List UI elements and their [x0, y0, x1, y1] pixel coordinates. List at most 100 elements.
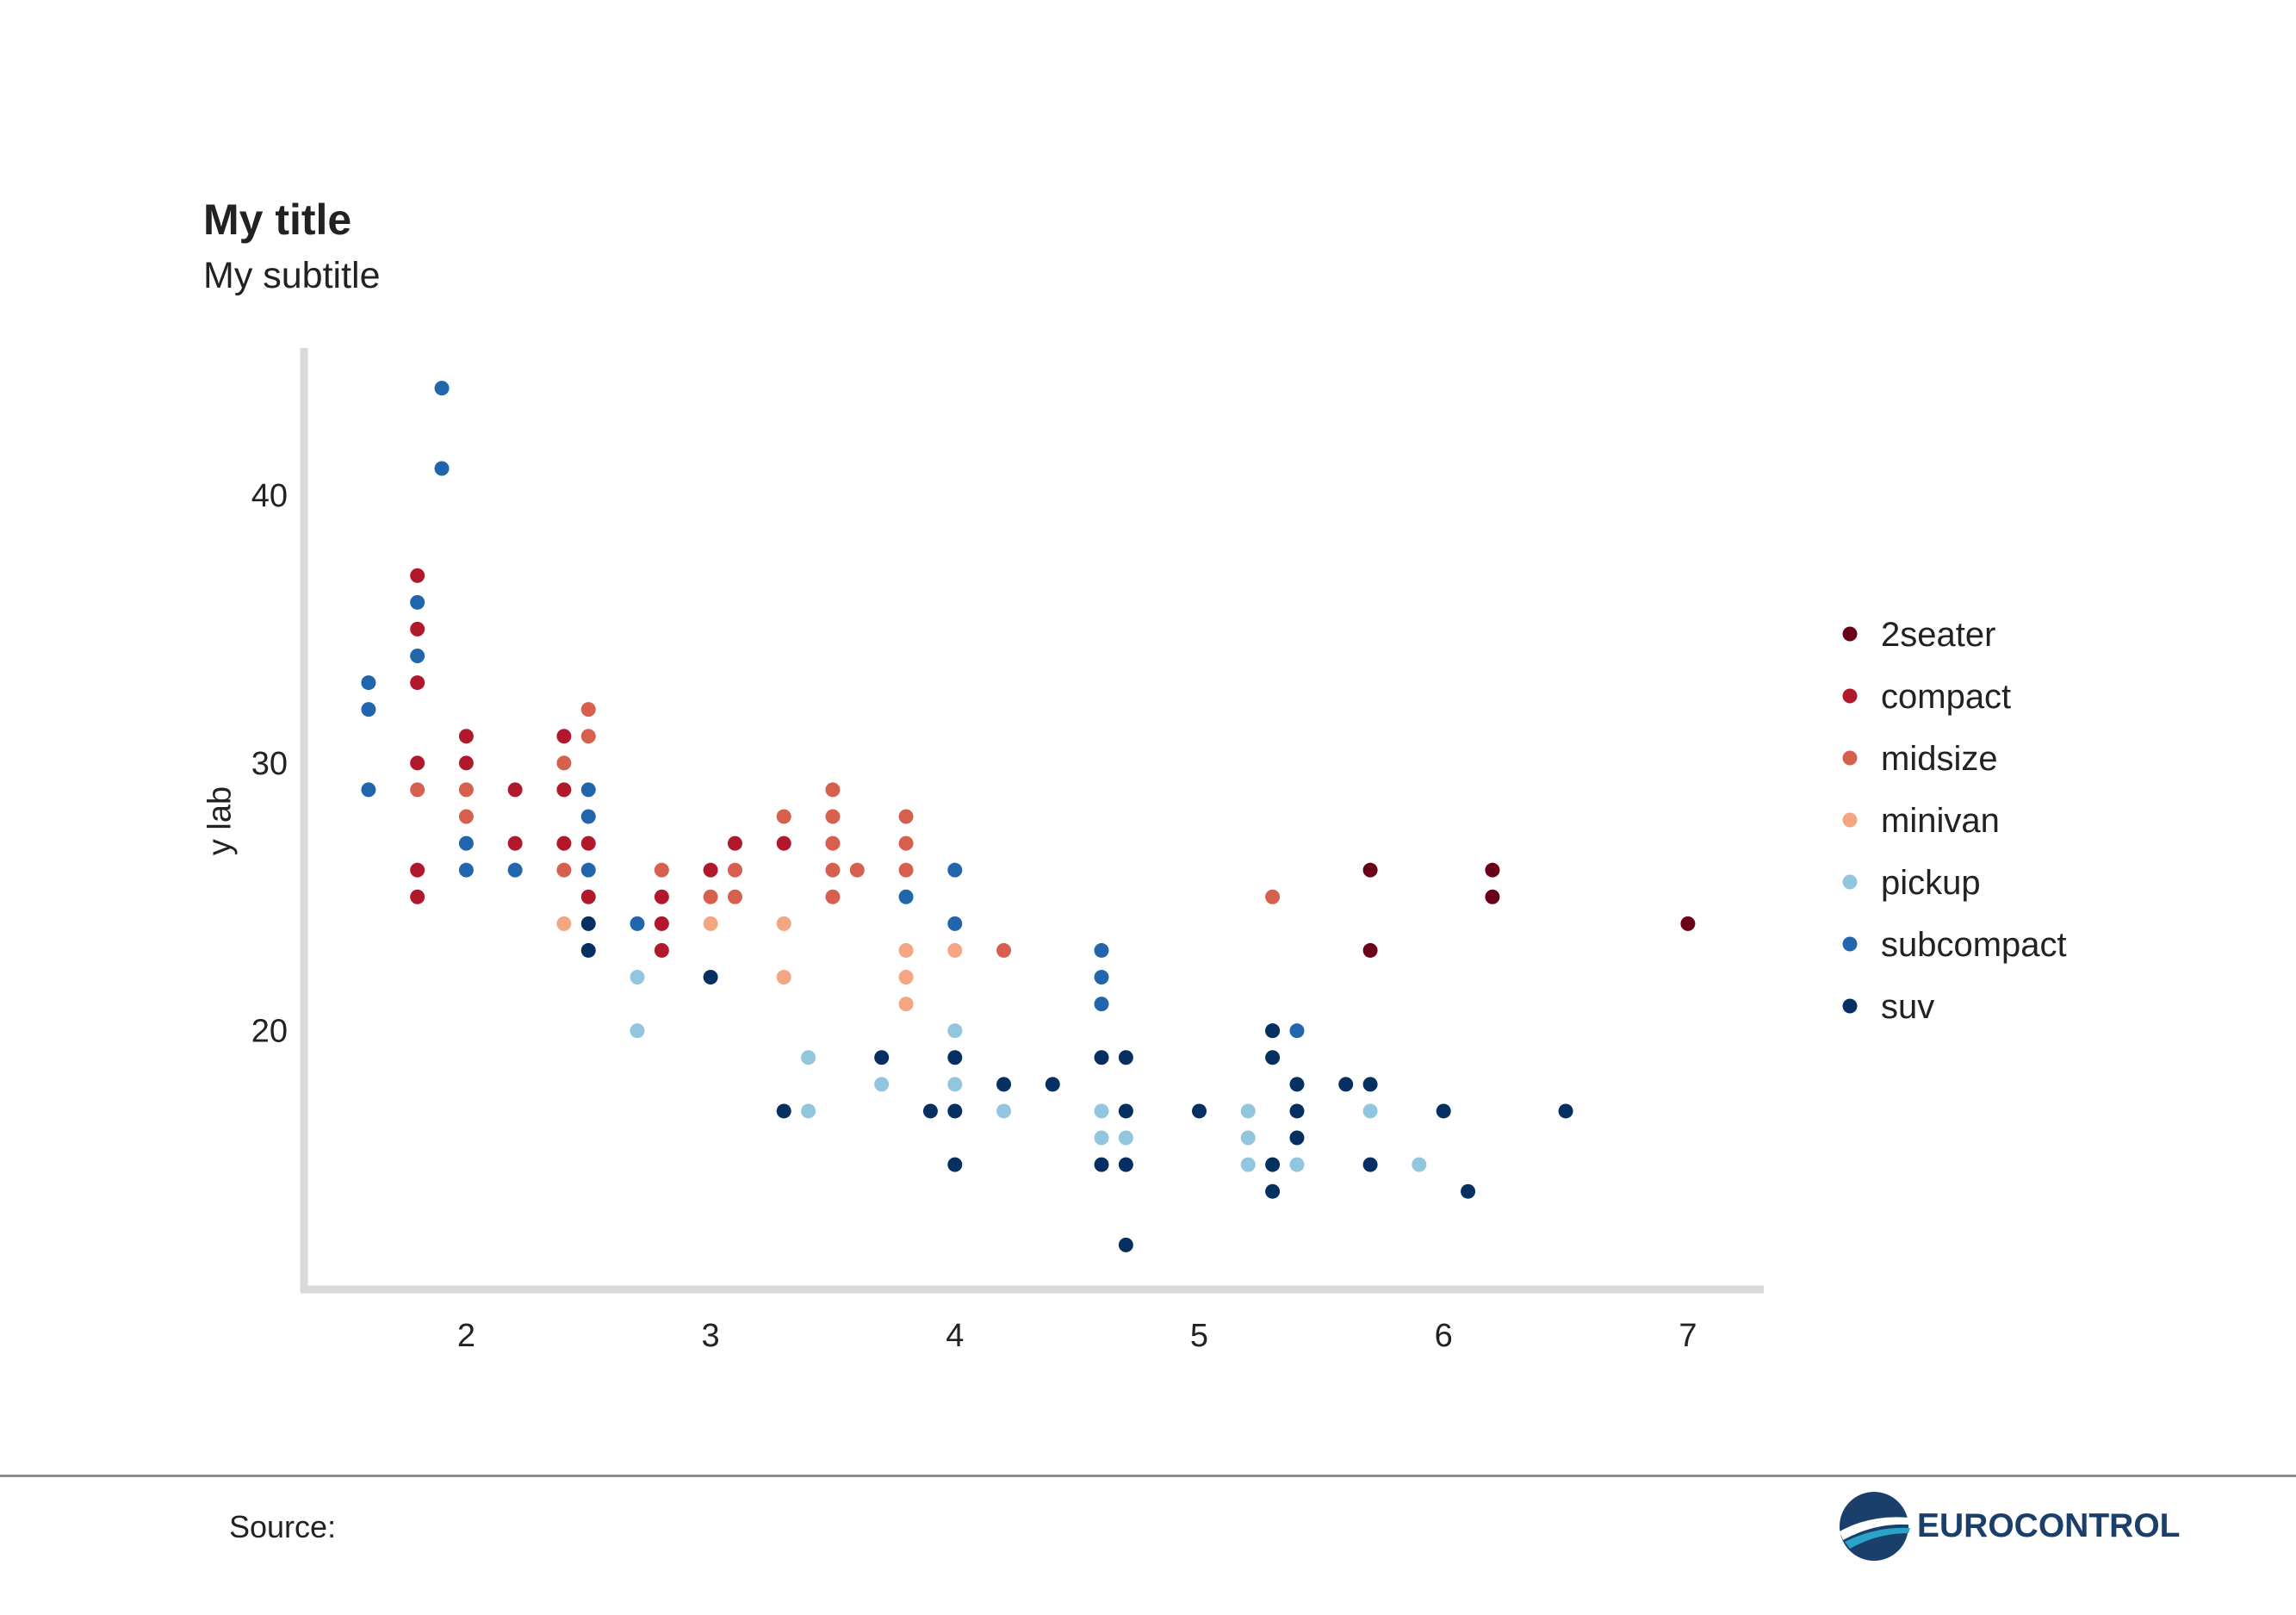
point-pickup — [1094, 1103, 1109, 1119]
point-minivan — [898, 997, 914, 1012]
point-subcompact — [410, 648, 425, 663]
point-minivan — [947, 942, 963, 958]
point-midsize — [727, 889, 742, 904]
point-midsize — [580, 702, 596, 717]
legend: 2seater compact midsize minivan pickup subcom… — [1842, 616, 2067, 1026]
point-midsize — [825, 862, 841, 878]
point-midsize — [458, 782, 474, 798]
point-suv — [1118, 1103, 1133, 1119]
y-tick-label: 30 — [251, 746, 288, 782]
point-suv — [1094, 1157, 1109, 1172]
legend-label: suv — [1881, 988, 1934, 1026]
legend-swatch — [1842, 626, 1858, 642]
point-suv — [996, 1077, 1012, 1092]
legend-swatch — [1842, 998, 1858, 1014]
point-compact — [410, 755, 425, 771]
point-compact — [727, 835, 742, 851]
point-pickup — [874, 1077, 890, 1092]
point-suv — [1289, 1077, 1305, 1092]
legend-swatch — [1842, 874, 1858, 890]
legend-swatch — [1842, 750, 1858, 766]
point-subcompact — [1289, 1023, 1305, 1039]
legend-item-suv: suv — [1842, 988, 1934, 1026]
point-subcompact — [580, 862, 596, 878]
point-pickup — [947, 1077, 963, 1092]
point-suv — [922, 1103, 938, 1119]
legend-label: minivan — [1881, 802, 2000, 840]
logo-text: EUROCONTROL — [1917, 1507, 2181, 1544]
point-pickup — [1240, 1103, 1256, 1119]
legend-item-midsize: midsize — [1842, 740, 1998, 778]
point-midsize — [898, 835, 914, 851]
point-compact — [654, 942, 669, 958]
point-subcompact — [361, 702, 376, 717]
point-2seater — [1680, 916, 1696, 931]
legend-label: compact — [1881, 678, 2011, 716]
point-suv — [1265, 1157, 1281, 1172]
x-tick-label: 3 — [702, 1318, 720, 1354]
point-compact — [458, 755, 474, 771]
point-midsize — [825, 809, 841, 824]
point-suv — [1558, 1103, 1573, 1119]
point-midsize — [776, 809, 791, 824]
point-minivan — [776, 916, 791, 931]
point-pickup — [801, 1050, 816, 1065]
point-subcompact — [458, 862, 474, 878]
point-suv — [1289, 1130, 1305, 1146]
data-points — [361, 381, 1696, 1252]
point-compact — [703, 862, 718, 878]
point-subcompact — [507, 862, 523, 878]
point-compact — [556, 782, 572, 798]
point-minivan — [898, 970, 914, 985]
point-midsize — [849, 862, 865, 878]
point-compact — [580, 835, 596, 851]
point-suv — [703, 970, 718, 985]
point-suv — [947, 1103, 963, 1119]
point-pickup — [996, 1103, 1012, 1119]
point-subcompact — [1094, 970, 1109, 985]
point-2seater — [1362, 942, 1378, 958]
point-subcompact — [898, 889, 914, 904]
point-pickup — [947, 1023, 963, 1039]
point-pickup — [1094, 1130, 1109, 1146]
point-pickup — [1240, 1157, 1256, 1172]
point-2seater — [1485, 889, 1500, 904]
point-subcompact — [947, 862, 963, 878]
point-suv — [580, 916, 596, 931]
point-midsize — [727, 862, 742, 878]
point-subcompact — [630, 916, 645, 931]
point-midsize — [556, 755, 572, 771]
point-subcompact — [947, 916, 963, 931]
point-minivan — [703, 916, 718, 931]
y-tick-label: 40 — [251, 478, 288, 514]
point-suv — [1338, 1077, 1354, 1092]
legend-label: midsize — [1881, 740, 1998, 778]
legend-item-minivan: minivan — [1842, 802, 2000, 840]
legend-swatch — [1842, 688, 1858, 704]
point-compact — [410, 862, 425, 878]
point-midsize — [1265, 889, 1281, 904]
legend-item-2seater: 2seater — [1842, 616, 1995, 654]
point-suv — [1461, 1183, 1476, 1199]
point-suv — [580, 942, 596, 958]
point-suv — [1045, 1077, 1060, 1092]
point-compact — [410, 889, 425, 904]
point-2seater — [1362, 862, 1378, 878]
legend-label: pickup — [1881, 864, 1981, 902]
point-compact — [507, 835, 523, 851]
point-pickup — [630, 1023, 645, 1039]
source-label: Source: — [229, 1509, 337, 1544]
point-subcompact — [361, 782, 376, 798]
x-tick-label: 2 — [457, 1318, 475, 1354]
point-suv — [947, 1050, 963, 1065]
legend-item-compact: compact — [1842, 678, 2011, 716]
point-suv — [1265, 1183, 1281, 1199]
point-pickup — [1362, 1103, 1378, 1119]
point-midsize — [556, 862, 572, 878]
legend-item-subcompact: subcompact — [1842, 926, 2067, 964]
point-subcompact — [580, 782, 596, 798]
point-midsize — [703, 889, 718, 904]
point-suv — [947, 1157, 963, 1172]
point-midsize — [410, 782, 425, 798]
